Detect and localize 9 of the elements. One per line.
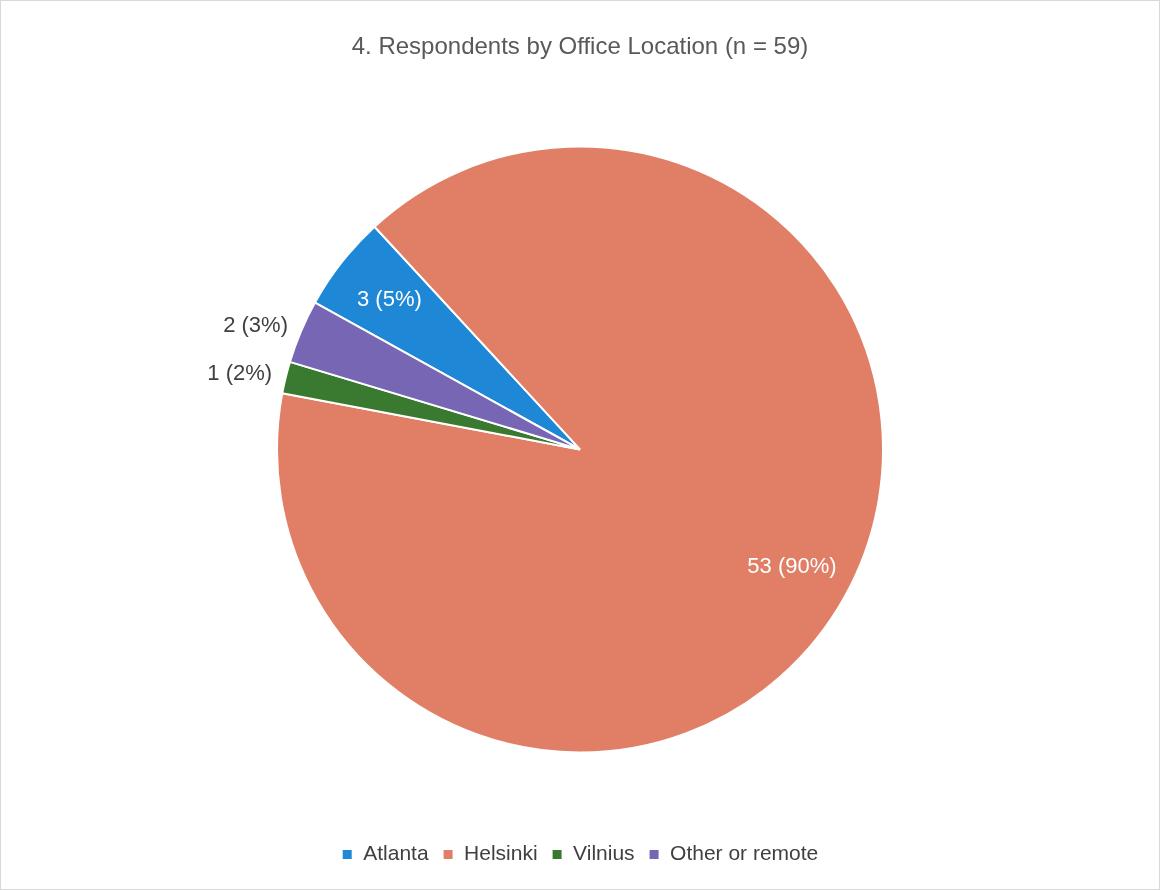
legend-label: Other or remote — [670, 841, 819, 865]
data-label: 3 (5%) — [356, 285, 422, 311]
data-label: 2 (3%) — [223, 312, 288, 338]
legend-label: Helsinki — [464, 841, 538, 865]
legend-label: Vilnius — [573, 841, 635, 865]
legend-label: Atlanta — [363, 841, 429, 865]
data-label: 53 (90%) — [747, 552, 837, 578]
data-label: 1 (2%) — [207, 360, 273, 386]
chart-title: 4. Respondents by Office Location (n = 59) — [351, 32, 809, 60]
